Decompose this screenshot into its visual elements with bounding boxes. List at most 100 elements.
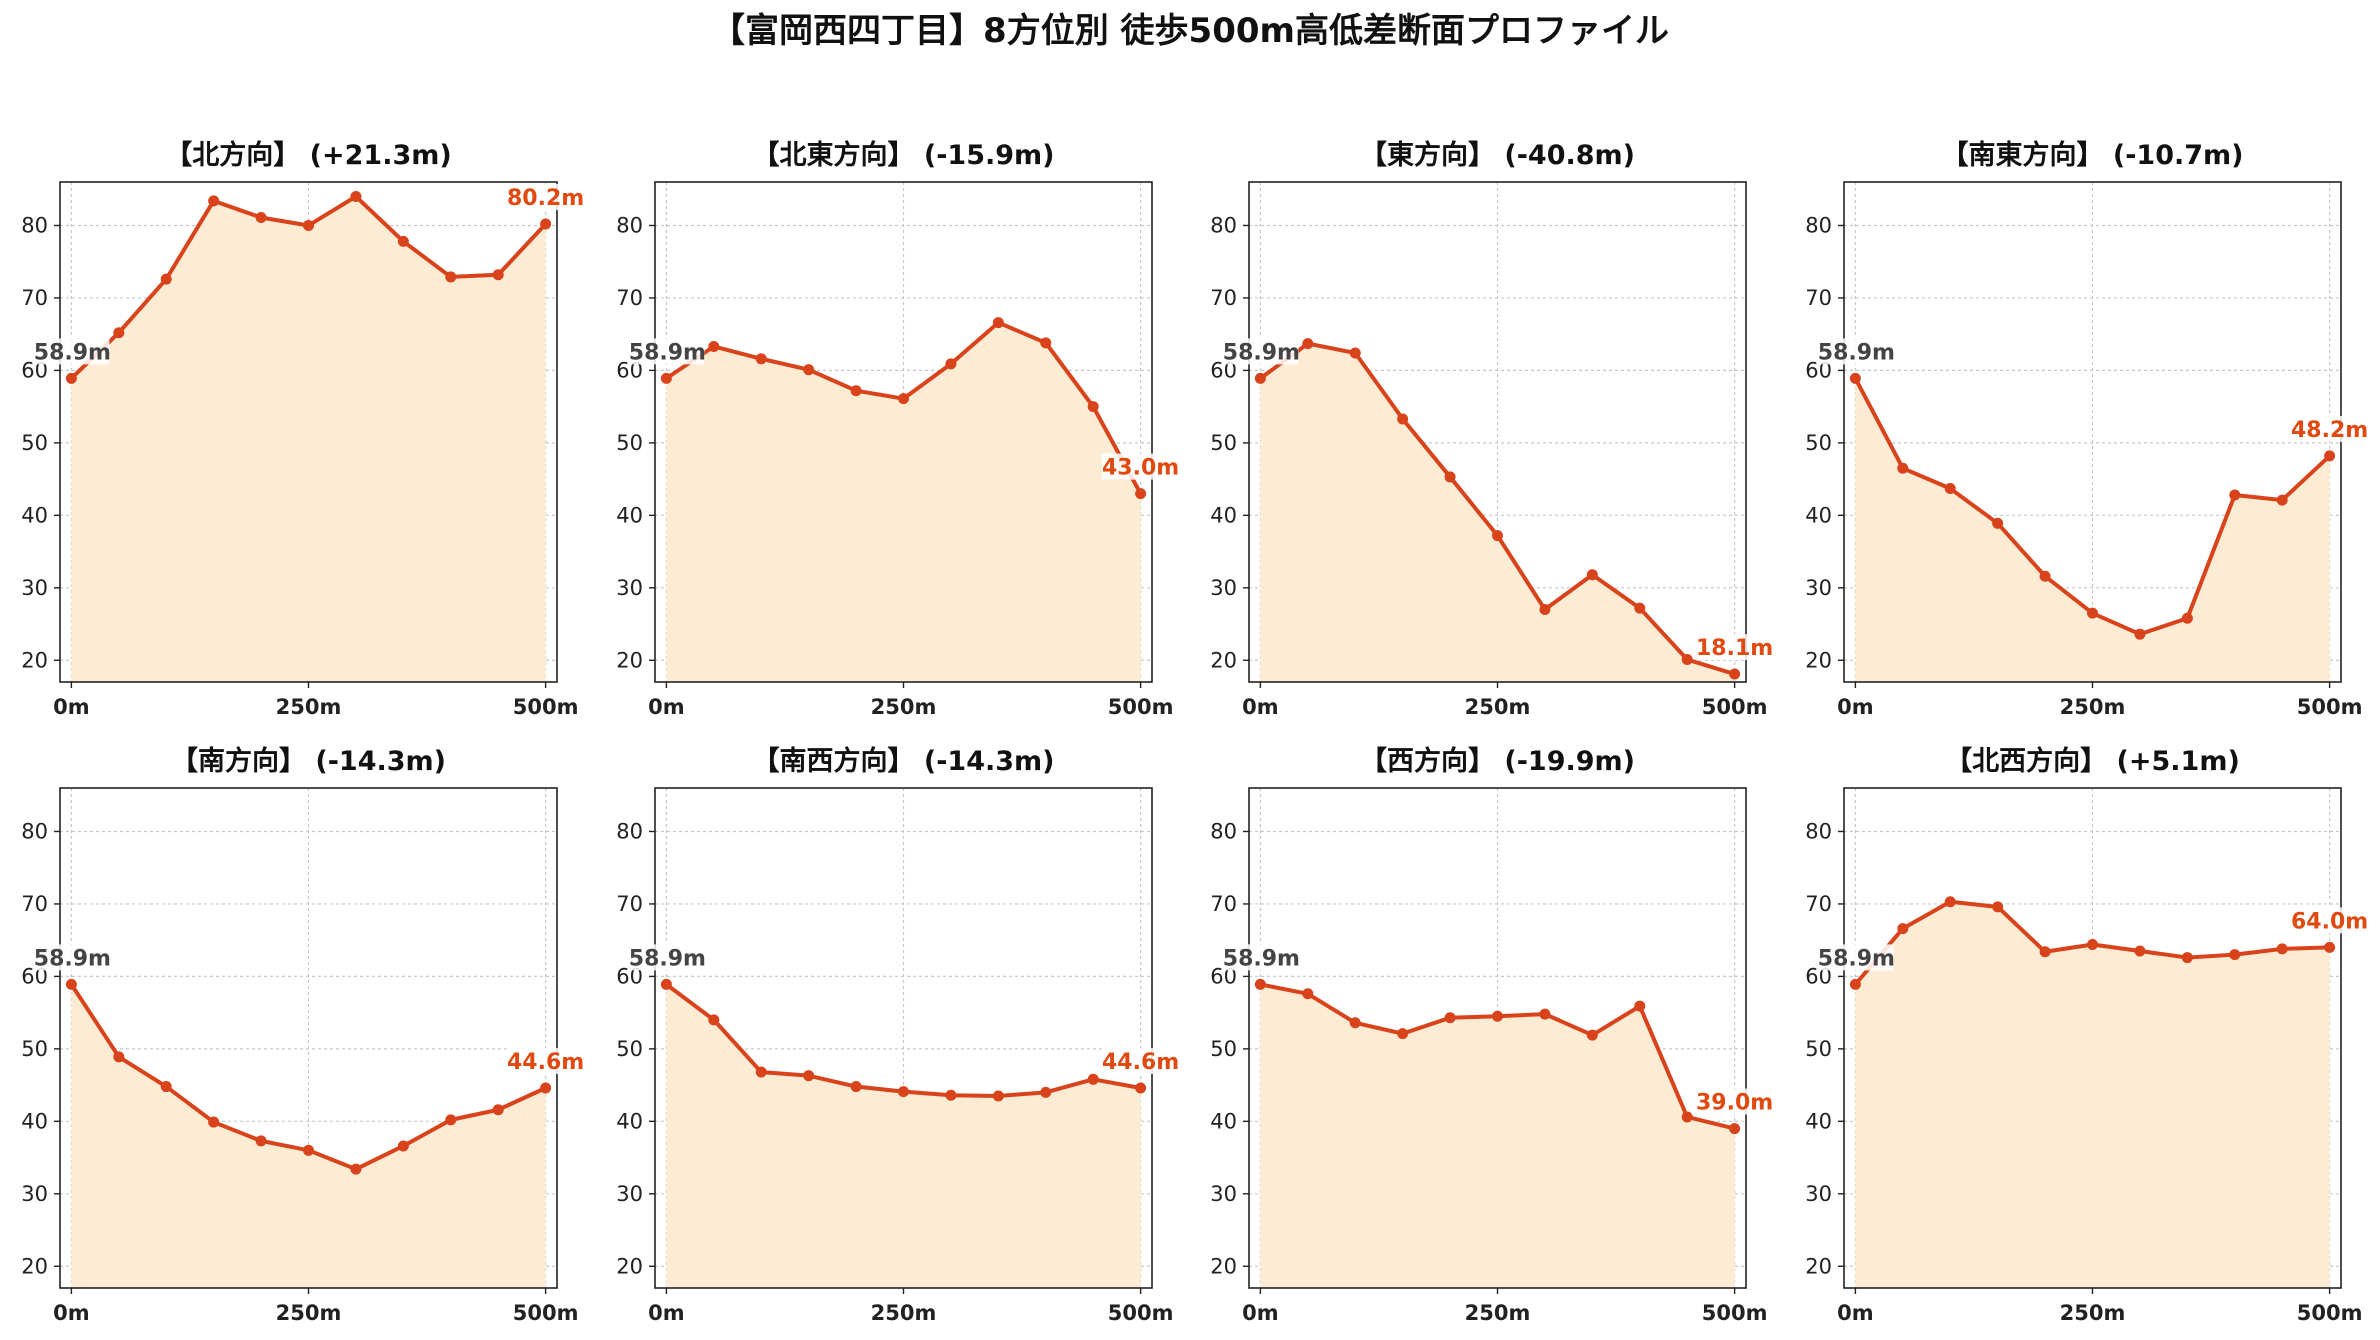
y-tick-label: 50 <box>1210 431 1237 455</box>
data-point <box>113 1051 125 1063</box>
data-point <box>2039 946 2051 958</box>
x-tick-label: 500m <box>2297 695 2363 719</box>
end-label-box <box>1101 1048 1180 1074</box>
data-point <box>160 1081 172 1093</box>
panel-title: 【南西方向】 (-14.3m) <box>752 745 1054 777</box>
y-tick-label: 20 <box>616 1254 643 1278</box>
start-label-box <box>1819 338 1894 365</box>
data-point <box>397 1140 409 1152</box>
x-tick-label: 250m <box>276 695 342 719</box>
data-point <box>65 372 77 384</box>
end-elevation-label: 39.0m <box>1696 1091 1773 1116</box>
y-tick-label: 20 <box>1210 648 1237 672</box>
y-tick-label: 30 <box>616 576 643 600</box>
data-point <box>65 978 77 990</box>
data-point <box>2181 612 2193 624</box>
y-tick-label: 50 <box>1805 431 1832 455</box>
data-point <box>803 364 815 376</box>
x-tick-label: 0m <box>1837 1301 1874 1325</box>
data-point <box>1087 1073 1099 1085</box>
y-tick-label: 70 <box>21 892 48 916</box>
data-point <box>850 385 862 397</box>
panel-title: 【西方向】 (-19.9m) <box>1360 745 1635 777</box>
data-point <box>208 1116 220 1128</box>
data-point <box>1349 1017 1361 1029</box>
data-point <box>492 1104 504 1116</box>
y-tick-label: 40 <box>616 1109 643 1133</box>
data-point <box>1681 654 1693 666</box>
data-point <box>2324 450 2336 462</box>
data-point <box>755 1066 767 1078</box>
y-tick-label: 70 <box>616 286 643 310</box>
end-elevation-label: 64.0m <box>2291 909 2368 934</box>
start-elevation-label: 58.9m <box>34 340 111 365</box>
y-tick-label: 50 <box>1805 1037 1832 1061</box>
y-tick-label: 80 <box>1210 213 1237 237</box>
elevation-area <box>1260 984 1735 1288</box>
data-point <box>2324 941 2336 953</box>
x-tick-label: 500m <box>1702 1301 1768 1325</box>
data-point <box>1539 604 1551 616</box>
data-point <box>992 317 1004 329</box>
end-label-box <box>1695 634 1774 661</box>
x-tick-label: 500m <box>513 1301 579 1325</box>
start-label-box <box>1224 338 1299 365</box>
data-point <box>1444 1012 1456 1024</box>
data-point <box>1729 668 1741 680</box>
data-point <box>1492 1010 1503 1022</box>
y-tick-label: 80 <box>1805 213 1832 237</box>
y-tick-label: 20 <box>1805 1254 1832 1278</box>
x-tick-label: 250m <box>2060 695 2126 719</box>
panel-title: 【東方向】 (-40.8m) <box>1360 139 1635 171</box>
data-point <box>255 212 267 224</box>
y-tick-label: 70 <box>21 286 48 310</box>
data-point <box>1087 401 1099 413</box>
y-tick-label: 30 <box>1210 576 1237 600</box>
end-label-box <box>1101 453 1180 480</box>
x-tick-label: 500m <box>1108 1301 1174 1325</box>
data-point <box>1634 1000 1646 1012</box>
x-tick-label: 0m <box>648 695 685 719</box>
data-point <box>1040 1086 1052 1098</box>
panel-title: 【北方向】 (+21.3m) <box>165 139 451 171</box>
data-point <box>1681 1111 1693 1123</box>
x-tick-label: 500m <box>2297 1301 2363 1325</box>
data-point <box>1444 471 1456 483</box>
data-point <box>1992 517 2004 529</box>
x-tick-label: 0m <box>53 1301 90 1325</box>
y-tick-label: 20 <box>21 1254 48 1278</box>
start-elevation-label: 58.9m <box>1223 946 1300 971</box>
y-tick-label: 20 <box>1805 648 1832 672</box>
y-tick-label: 40 <box>21 1109 48 1133</box>
data-point <box>898 1086 909 1098</box>
y-tick-label: 50 <box>1210 1037 1237 1061</box>
data-point <box>1135 1082 1147 1094</box>
data-point <box>1135 488 1147 500</box>
end-label-box <box>506 184 585 211</box>
data-point <box>2181 952 2193 964</box>
end-elevation-label: 80.2m <box>507 186 584 211</box>
end-label-box <box>2290 415 2369 442</box>
data-point <box>2229 489 2241 501</box>
y-tick-label: 40 <box>1210 503 1237 527</box>
x-tick-label: 0m <box>53 695 90 719</box>
panel-title: 【北西方向】 (+5.1m) <box>1945 745 2240 777</box>
y-tick-label: 30 <box>21 1182 48 1206</box>
end-label-box <box>506 1048 585 1074</box>
data-point <box>2276 494 2288 506</box>
data-point <box>850 1081 862 1093</box>
y-tick-label: 80 <box>616 819 643 843</box>
y-tick-label: 70 <box>1210 892 1237 916</box>
x-tick-label: 0m <box>648 1301 685 1325</box>
end-elevation-label: 43.0m <box>1102 456 1179 481</box>
y-tick-label: 30 <box>1805 576 1832 600</box>
panel-title: 【北東方向】 (-15.9m) <box>752 139 1054 171</box>
data-point <box>1254 978 1266 990</box>
data-point <box>2276 943 2288 955</box>
x-tick-label: 500m <box>1108 695 1174 719</box>
data-point <box>992 1090 1004 1102</box>
data-point <box>113 327 125 339</box>
data-point <box>2087 607 2098 619</box>
